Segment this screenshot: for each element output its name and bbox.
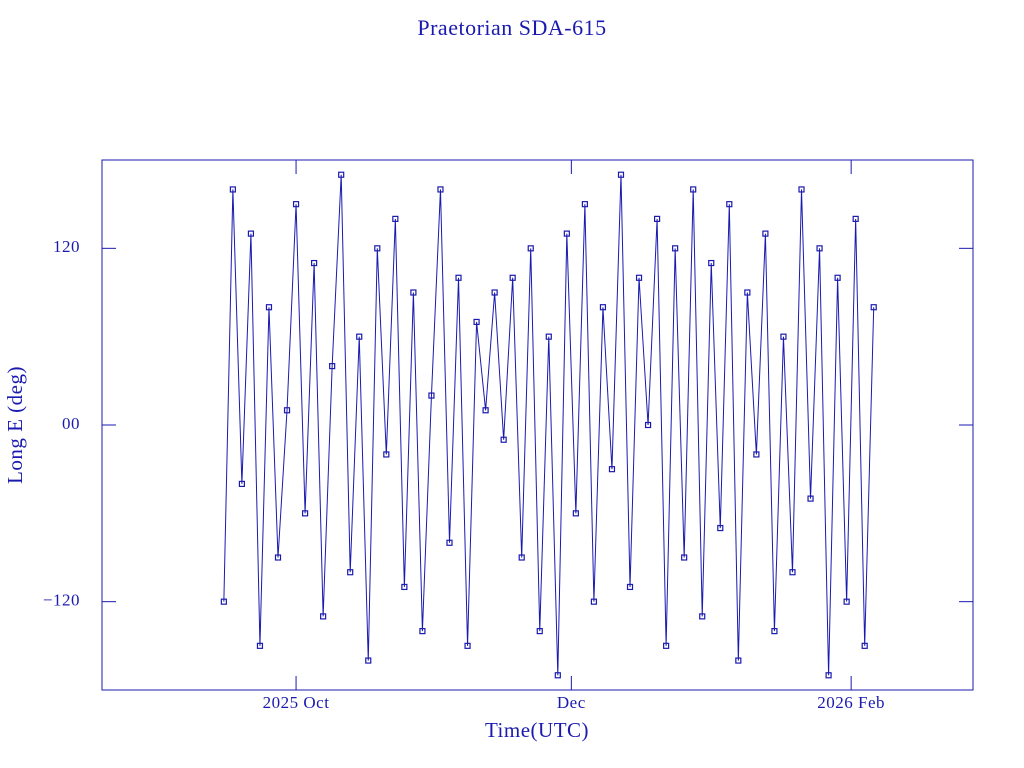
data-point [635,274,643,281]
data-point [699,613,706,620]
chart-title: Praetorian SDA-615 [417,15,606,40]
data-point [365,657,372,664]
data-point [545,333,552,340]
data-point [455,274,462,281]
data-point [807,495,814,502]
data-point [247,230,255,237]
data-point [608,466,616,473]
data-point [509,274,516,281]
data-point [798,186,805,193]
data-point [392,215,399,222]
x-axis-label: Time(UTC) [485,718,589,742]
data-point [581,201,588,208]
data-point [229,186,236,193]
data-point [419,628,426,635]
data-point [681,554,688,561]
data-point [283,407,291,414]
data-point [672,245,679,252]
data-point [653,215,661,222]
data-point [500,436,507,443]
data-point [220,598,227,605]
y-tick-label: −120 [43,591,80,610]
data-point [690,186,697,193]
data-point [265,304,273,311]
data-point [717,524,724,532]
data-point [861,642,868,649]
data-point [329,363,336,370]
data-point [301,510,309,517]
x-tick-label: 2026 Feb [817,693,885,712]
data-point [374,245,381,252]
data-point [753,451,760,458]
data-point [735,657,742,664]
data-point [536,628,543,635]
data-line [223,174,875,676]
data-point [572,510,579,517]
data-point [347,569,354,576]
data-point [518,554,525,561]
data-point [554,672,561,679]
data-point [780,333,787,340]
data-point [527,245,534,252]
data-point [789,569,796,576]
data-point [401,583,408,591]
data-point [744,289,751,296]
data-point [816,245,823,252]
data-point [356,333,363,340]
data-point [834,274,841,281]
data-point [446,539,453,546]
data-point [383,451,390,458]
data-point [663,642,670,649]
x-tick-label: Dec [557,693,586,712]
data-point [256,642,264,649]
y-tick-label: 00 [62,414,80,433]
data-point [410,289,417,296]
data-point [311,259,318,267]
data-point [274,554,282,561]
data-point [437,186,444,193]
data-point [771,628,778,635]
x-tick-label: 2025 Oct [263,693,330,712]
data-point [563,230,570,237]
y-axis-label: Long E (deg) [3,366,27,484]
data-point [708,259,715,267]
data-point [491,289,498,296]
data-point [338,171,345,178]
data-point [320,613,327,620]
data-point [238,480,246,487]
plot-frame [101,159,974,691]
y-tick-label: 120 [53,237,80,256]
data-point [726,201,733,208]
data-point [428,392,435,399]
data-point [617,171,625,178]
data-point [292,201,300,208]
data-point [590,598,598,605]
data-point [473,318,480,326]
data-point [852,215,859,222]
data-point [825,672,832,679]
data-point [762,230,769,237]
data-point [843,598,850,605]
data-point [482,407,489,414]
data-point [626,583,634,591]
data-point [599,304,607,311]
data-point [870,304,877,311]
data-point [644,421,652,429]
data-point [464,642,471,649]
